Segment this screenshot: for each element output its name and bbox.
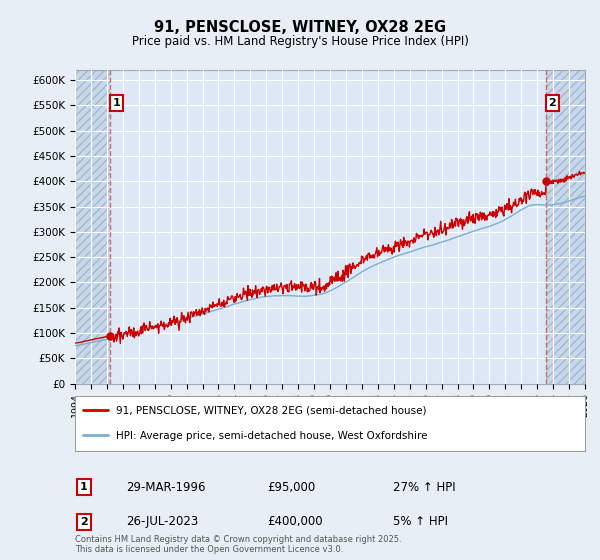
Text: 1: 1	[113, 98, 121, 108]
Text: Contains HM Land Registry data © Crown copyright and database right 2025.
This d: Contains HM Land Registry data © Crown c…	[75, 535, 401, 554]
Text: 1: 1	[80, 482, 88, 492]
Text: £400,000: £400,000	[267, 515, 323, 529]
Text: 29-MAR-1996: 29-MAR-1996	[126, 480, 205, 494]
Text: HPI: Average price, semi-detached house, West Oxfordshire: HPI: Average price, semi-detached house,…	[116, 431, 427, 441]
Text: 27% ↑ HPI: 27% ↑ HPI	[393, 480, 455, 494]
Text: £95,000: £95,000	[267, 480, 315, 494]
Text: 26-JUL-2023: 26-JUL-2023	[126, 515, 198, 529]
Text: 5% ↑ HPI: 5% ↑ HPI	[393, 515, 448, 529]
Text: 2: 2	[548, 98, 556, 108]
Text: 91, PENSCLOSE, WITNEY, OX28 2EG: 91, PENSCLOSE, WITNEY, OX28 2EG	[154, 20, 446, 35]
Text: 91, PENSCLOSE, WITNEY, OX28 2EG (semi-detached house): 91, PENSCLOSE, WITNEY, OX28 2EG (semi-de…	[116, 405, 426, 415]
Bar	[75, 70, 110, 384]
Text: 2: 2	[80, 517, 88, 527]
Bar	[546, 70, 585, 384]
Text: Price paid vs. HM Land Registry's House Price Index (HPI): Price paid vs. HM Land Registry's House …	[131, 35, 469, 48]
